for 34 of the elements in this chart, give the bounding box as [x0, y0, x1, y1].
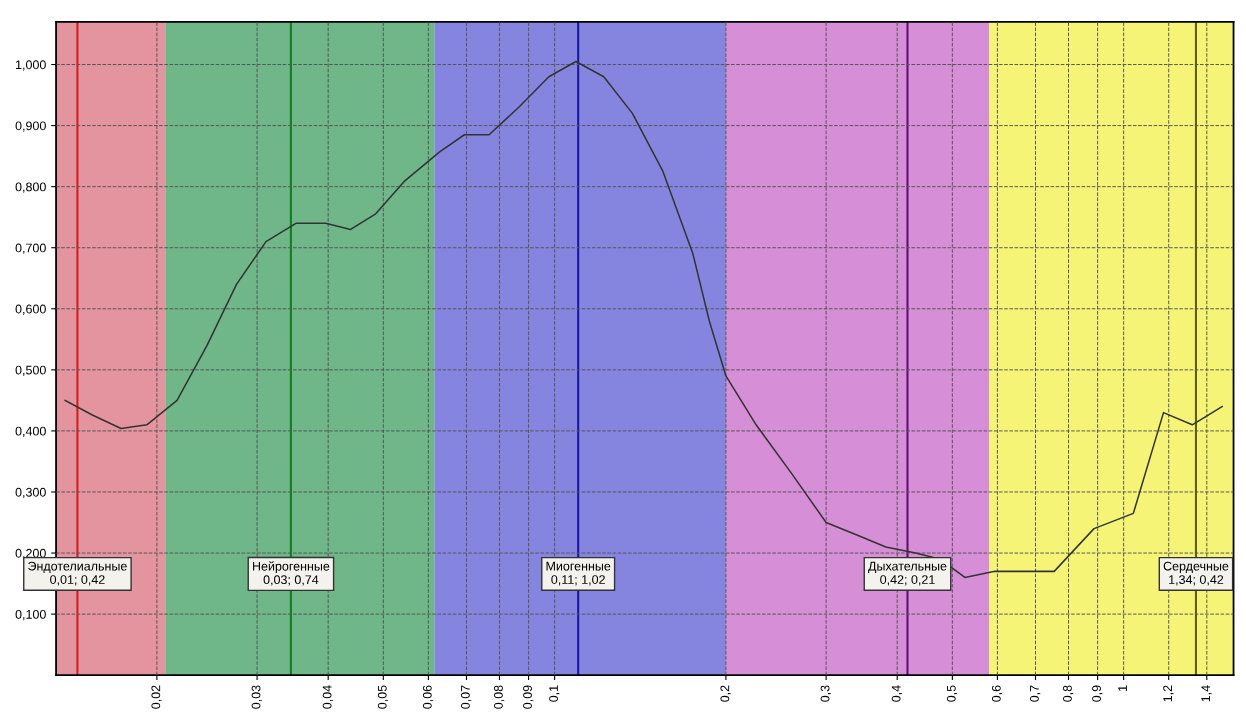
x-tick-label: 0,08 [493, 685, 505, 709]
x-tick-label: 1 [1118, 685, 1127, 691]
y-tick-label: 0,500 [15, 365, 46, 376]
ref-line-label: Эндотелиальные 0,01; 0,42 [28, 561, 127, 586]
x-tick-label: 0,03 [251, 685, 262, 709]
x-tick-label: 0,5 [946, 685, 958, 702]
x-tick-label: 0,7 [1030, 685, 1041, 702]
x-tick-label: 0,05 [377, 685, 389, 709]
x-tick-label: 0,8 [1063, 685, 1074, 702]
x-tick-label: 0,06 [422, 685, 434, 709]
y-tick-label: 0,600 [15, 304, 46, 315]
y-tick-label: 0,900 [15, 121, 46, 132]
y-tick-label: 0,800 [15, 182, 46, 193]
x-tick-label: 0,1 [549, 685, 560, 702]
ref-line-label: Миогенные 0,11; 1,02 [546, 561, 611, 586]
x-tick-label: 0,3 [820, 685, 831, 702]
x-tick-label: 1,2 [1163, 685, 1174, 702]
x-tick-label: 0,9 [1092, 685, 1103, 702]
x-tick-label: 0,4 [891, 685, 903, 702]
x-tick-label: 0,07 [460, 685, 472, 709]
y-tick-label: 0,400 [15, 426, 46, 438]
y-tick-label: 0,700 [15, 243, 46, 254]
x-tick-label: 0,6 [991, 685, 1003, 702]
ref-line-label: Сердечные 1,34; 0,42 [1163, 561, 1229, 586]
y-tick-label: 0,300 [15, 487, 46, 499]
x-tick-label: 0,09 [523, 685, 534, 709]
x-tick-label: 1,4 [1201, 685, 1212, 702]
ref-line-label: Дыхательные 0,42; 0,21 [868, 561, 947, 586]
x-tick-label: 0,02 [151, 685, 162, 709]
x-tick-label: 0,2 [720, 685, 731, 702]
y-tick-label: 1,000 [16, 60, 46, 71]
x-tick-label: 0,04 [322, 685, 334, 709]
ref-line-label: Нейрогенные 0,03; 0,74 [253, 561, 330, 586]
y-tick-label: 0,100 [15, 609, 46, 621]
